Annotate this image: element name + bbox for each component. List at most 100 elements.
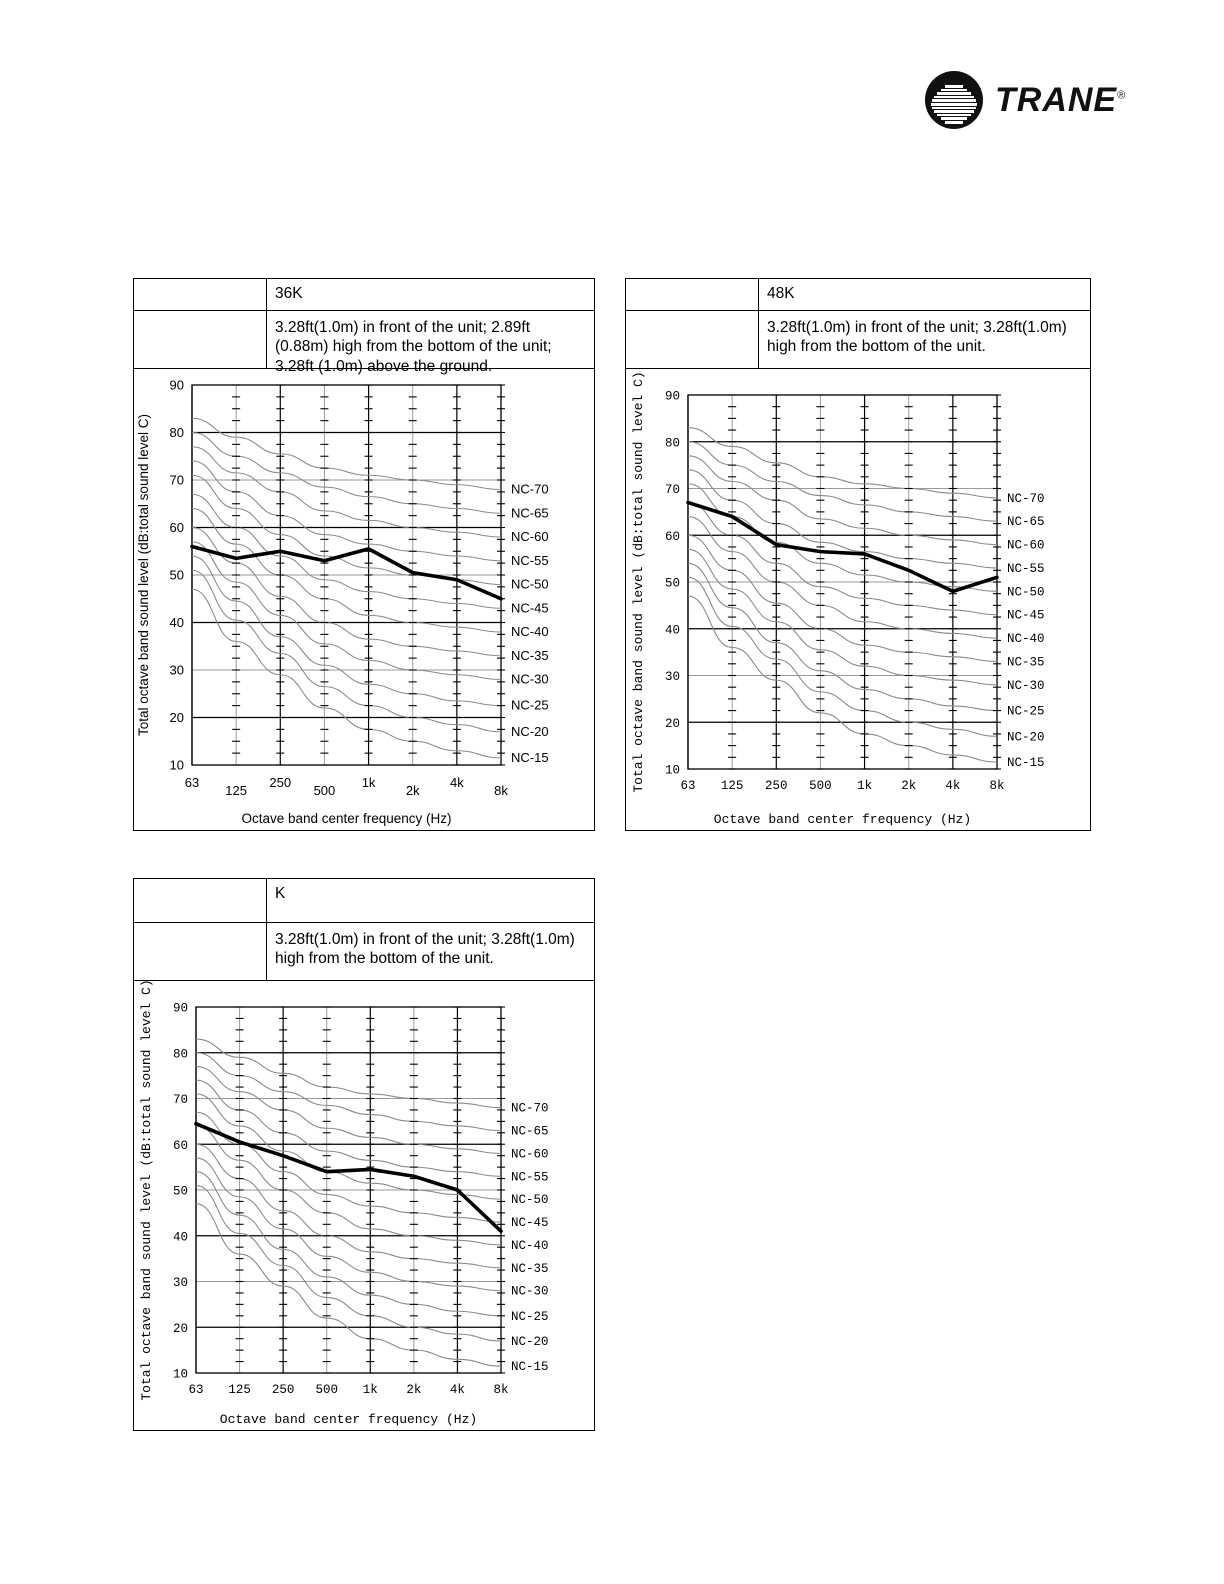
y-axis-tick-label: 70 — [665, 483, 680, 497]
panel-header-condition-k: 3.28ft(1.0m) in front of the unit; 3.28f… — [134, 923, 594, 981]
nc-curve-label: NC-55 — [1007, 562, 1045, 576]
x-axis-tick-label: 4k — [450, 775, 464, 790]
nc-curve-label: NC-70 — [511, 1102, 549, 1116]
model-label: 48K — [767, 285, 795, 302]
chart-area-k: NC-70 NC-65 NC-60 NC-55 NC-50 NC-45 NC-40 NC-35… — [134, 981, 594, 1429]
x-axis-tick-label: 250 — [765, 779, 788, 793]
y-axis-tick-label: 80 — [170, 425, 184, 440]
y-axis-tick-label: 10 — [173, 1368, 188, 1382]
nc-curve-label: NC-35 — [511, 648, 549, 663]
nc-curve-label: NC-35 — [1007, 655, 1045, 669]
x-axis-tick-label: 8k — [494, 783, 508, 798]
y-axis-tick-label: 70 — [173, 1093, 188, 1107]
trane-circle-logo-icon — [925, 71, 983, 129]
x-axis-tick-label: 63 — [185, 775, 199, 790]
y-axis-tick-label: 90 — [665, 390, 680, 404]
y-axis-tick-label: 30 — [665, 670, 680, 684]
x-axis-tick-label: 4k — [450, 1383, 465, 1397]
x-axis-tick-label: 1k — [857, 779, 872, 793]
y-axis-tick-label: 70 — [170, 473, 184, 488]
panel-header-model-k: K — [134, 879, 594, 923]
y-axis-tick-label: 90 — [173, 1002, 188, 1016]
nc-curve-label: NC-25 — [511, 1310, 549, 1324]
nc-curve-label: NC-70 — [1007, 492, 1045, 506]
panel-header-condition-48k: 3.28ft(1.0m) in front of the unit; 3.28f… — [626, 311, 1090, 369]
nc-curve-label: NC-50 — [511, 577, 549, 592]
x-axis-tick-label: 125 — [225, 783, 247, 798]
nc-curve-label: NC-15 — [511, 1360, 549, 1374]
nc-curve-label: NC-45 — [511, 600, 549, 615]
x-axis-title: Octave band center frequency (Hz) — [241, 811, 451, 826]
y-axis-tick-label: 50 — [665, 577, 680, 591]
header-blank-cell — [134, 279, 267, 310]
y-axis-tick-label: 10 — [665, 764, 680, 778]
nc-curve-label: NC-60 — [511, 1147, 549, 1161]
header-blank-cell — [134, 879, 267, 922]
y-axis-tick-label: 20 — [665, 717, 680, 731]
x-axis-tick-label: 4k — [945, 779, 960, 793]
y-axis-tick-label: 80 — [173, 1047, 188, 1061]
header-blank-cell — [626, 311, 759, 368]
y-axis-tick-label: 60 — [173, 1139, 188, 1153]
measured-sound-level-series — [194, 1121, 503, 1233]
x-axis-title: Octave band center frequency (Hz) — [220, 1412, 477, 1427]
panel-header-model-36k: 36K — [134, 279, 594, 311]
panel-header-model-48k: 48K — [626, 279, 1090, 311]
nc-curve-label: NC-30 — [511, 1285, 549, 1299]
x-axis-tick-label: 1k — [363, 1383, 378, 1397]
nc-curve-label: NC-25 — [511, 698, 549, 713]
y-axis-title: Total octave band sound level (dB:total … — [136, 414, 151, 736]
x-axis-tick-label: 125 — [721, 779, 744, 793]
y-axis-tick-label: 40 — [173, 1230, 188, 1244]
y-axis-title: Total octave band sound level (dB:total … — [139, 981, 154, 1401]
sound-chart-panel-k: K 3.28ft(1.0m) in front of the unit; 3.2… — [133, 878, 595, 1431]
trane-logo: TRANE® — [925, 70, 1125, 130]
panel-header-condition-36k: 3.28ft(1.0m) in front of the unit; 2.89f… — [134, 311, 594, 375]
nc-curve-label: NC-60 — [1007, 539, 1045, 553]
y-axis-tick-label: 80 — [665, 436, 680, 450]
y-axis-tick-label: 30 — [173, 1276, 188, 1290]
header-blank-cell — [626, 279, 759, 310]
nc-curve-label: NC-55 — [511, 1170, 549, 1184]
condition-text: 3.28ft(1.0m) in front of the unit; 3.28f… — [275, 931, 575, 968]
nc-curve-label: NC-20 — [511, 724, 549, 739]
condition-text: 3.28ft(1.0m) in front of the unit; 2.89f… — [275, 319, 552, 375]
y-axis-tick-label: 40 — [665, 623, 680, 637]
nc-curve-label: NC-25 — [1007, 705, 1045, 719]
x-axis-tick-label: 500 — [315, 1383, 338, 1397]
nc-curve-label: NC-40 — [511, 1239, 549, 1253]
x-axis-tick-label: 8k — [493, 1383, 508, 1397]
nc-curve-label: NC-15 — [1007, 756, 1045, 770]
y-axis-tick-label: 50 — [170, 568, 184, 583]
chart-area-48k: NC-70 NC-65 NC-60 NC-55 NC-50 NC-45 NC-40 NC-35… — [626, 369, 1090, 829]
x-axis-tick-label: 63 — [680, 779, 695, 793]
y-axis-tick-label: 40 — [170, 615, 184, 630]
nc-curve-label: NC-65 — [511, 1125, 549, 1139]
x-axis-title: Octave band center frequency (Hz) — [714, 812, 971, 827]
y-axis-tick-label: 60 — [170, 520, 184, 535]
nc-curve-label: NC-70 — [511, 482, 549, 497]
sound-chart-panel-36k: 36K 3.28ft(1.0m) in front of the unit; 2… — [133, 278, 595, 831]
x-axis-tick-label: 2k — [406, 1383, 421, 1397]
condition-text: 3.28ft(1.0m) in front of the unit; 3.28f… — [767, 319, 1067, 356]
y-axis-tick-label: 30 — [170, 663, 184, 678]
nc-curve-label: NC-50 — [1007, 585, 1045, 599]
measured-sound-level-series — [190, 544, 503, 601]
nc-curve-label: NC-65 — [1007, 515, 1045, 529]
chart-area-36k: NC-70 NC-65 NC-60 NC-55 NC-50 NC-45 NC-40 NC-35… — [134, 369, 594, 829]
nc-curve-label: NC-40 — [1007, 632, 1045, 646]
x-axis-tick-label: 250 — [269, 775, 291, 790]
y-axis-tick-label: 50 — [173, 1185, 188, 1199]
nc-curve-label: NC-30 — [511, 672, 549, 687]
measured-sound-level-series — [686, 500, 999, 594]
nc-curve-label: NC-15 — [511, 750, 549, 765]
y-axis-title: Total octave band sound level (dB:total … — [631, 371, 646, 792]
nc-chart-k: NC-70 NC-65 NC-60 NC-55 NC-50 NC-45 NC-40 NC-35… — [139, 981, 549, 1427]
nc-curve-label: NC-45 — [511, 1216, 549, 1230]
nc-curve-label: NC-40 — [511, 624, 549, 639]
trane-wordmark: TRANE® — [995, 80, 1127, 119]
nc-curve-label: NC-30 — [1007, 679, 1045, 693]
sound-chart-panel-48k: 48K 3.28ft(1.0m) in front of the unit; 3… — [625, 278, 1091, 831]
x-axis-tick-label: 1k — [362, 775, 376, 790]
y-axis-tick-label: 90 — [170, 378, 184, 393]
